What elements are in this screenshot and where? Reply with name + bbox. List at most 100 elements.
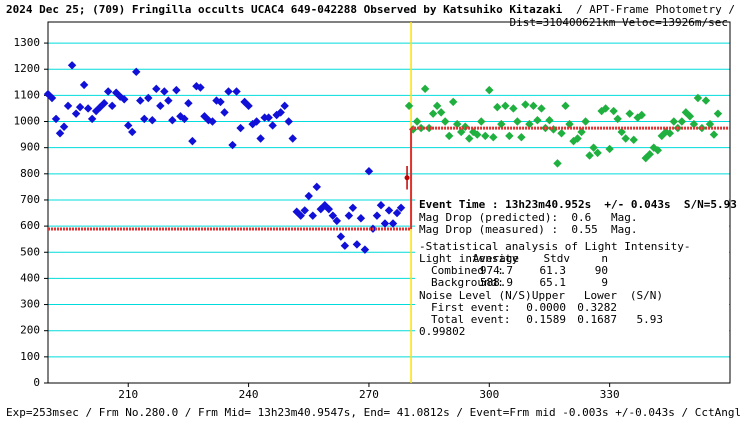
data-point: [324, 204, 334, 214]
data-point: [148, 116, 157, 125]
table-cell: Total event:: [431, 313, 510, 326]
data-point: [224, 87, 233, 96]
data-point: [95, 102, 105, 112]
table-cell: 90: [595, 264, 608, 277]
data-point: [436, 108, 446, 117]
data-point: [481, 131, 490, 141]
mag-drop: Mag Drop (measured) : 0.55 Mag.: [419, 223, 638, 236]
data-point: [140, 114, 149, 124]
x-tick-label: 210: [118, 388, 138, 401]
y-tick-label: 200: [20, 324, 40, 337]
data-point: [308, 211, 317, 220]
data-point: [87, 114, 97, 124]
plot-frame: [47, 21, 731, 384]
data-point: [641, 153, 650, 163]
data-point: [517, 133, 526, 142]
data-point: [296, 211, 305, 220]
data-point: [172, 85, 181, 95]
data-point: [136, 96, 145, 105]
data-point: [344, 211, 354, 220]
data-point: [99, 99, 109, 108]
event-time: Event Time : 13h23m40.952s +/- 0.043s S/…: [419, 198, 737, 211]
x-tick-label: 330: [600, 388, 620, 401]
x-tick-label: 300: [479, 388, 499, 401]
y-tick-label: 1300: [14, 36, 41, 49]
data-point: [489, 133, 498, 142]
data-point: [91, 106, 101, 116]
data-point: [348, 203, 358, 213]
data-point: [505, 131, 514, 141]
data-point: [601, 104, 610, 113]
y-tick-label: 300: [20, 298, 40, 311]
data-point: [276, 108, 285, 117]
data-point: [128, 127, 137, 137]
table-cell: n: [601, 252, 608, 265]
table-cell: 9: [601, 276, 608, 289]
data-point: [360, 245, 370, 254]
data-point: [55, 129, 65, 138]
data-point: [617, 127, 626, 137]
data-point: [509, 104, 518, 113]
data-point: [404, 101, 414, 111]
data-point: [67, 61, 77, 70]
data-point: [244, 101, 253, 111]
data-point: [236, 123, 245, 133]
data-point: [332, 216, 342, 226]
data-point: [103, 87, 113, 96]
data-point: [448, 97, 458, 107]
data-point: [440, 117, 450, 126]
data-point: [529, 101, 538, 111]
chart-title: 2024 Dec 25; (709) Fringilla occults UCA…: [6, 3, 563, 16]
data-point: [561, 101, 570, 111]
data-point: [713, 109, 723, 118]
data-point: [220, 108, 229, 117]
data-point: [428, 109, 438, 118]
data-point: [665, 129, 675, 138]
table-cell: Noise Level (N/S): [419, 289, 532, 302]
y-tick-label: 400: [20, 271, 40, 284]
data-point: [328, 211, 338, 220]
data-point: [581, 117, 590, 126]
data-point: [372, 211, 382, 220]
data-point: [256, 134, 265, 143]
data-point: [59, 122, 69, 131]
table-cell: Lower: [584, 289, 617, 302]
data-point: [457, 127, 466, 137]
data-point: [593, 148, 602, 158]
data-point: [701, 96, 711, 105]
data-point: [709, 130, 719, 139]
data-point: [565, 119, 574, 129]
data-point: [589, 143, 598, 152]
y-tick-label: 900: [20, 141, 40, 154]
table-cell: 974.7: [480, 264, 513, 277]
data-point: [336, 232, 346, 241]
data-point: [392, 208, 402, 218]
table-cell: 0.1589: [526, 313, 566, 326]
data-point: [412, 117, 422, 126]
data-point: [677, 117, 687, 126]
data-point: [264, 113, 273, 122]
data-point: [637, 110, 646, 120]
data-point: [152, 84, 161, 94]
data-point: [228, 140, 237, 150]
data-point: [75, 102, 85, 112]
data-point: [240, 97, 249, 107]
data-point: [685, 112, 695, 121]
data-point: [124, 121, 133, 130]
data-point: [657, 131, 667, 141]
data-point: [380, 219, 390, 228]
data-point: [340, 241, 350, 250]
data-point: [312, 182, 321, 192]
data-point: [304, 191, 313, 201]
data-point: [645, 149, 654, 159]
table-cell: 0.1687: [577, 313, 617, 326]
extra-value: 0.99802: [419, 325, 465, 338]
data-point: [232, 87, 241, 96]
data-point: [621, 134, 630, 143]
data-point: [653, 146, 662, 155]
table-cell: 65.1: [540, 276, 567, 289]
y-tick-label: 1100: [14, 88, 41, 101]
data-point: [43, 89, 53, 99]
data-point: [432, 101, 442, 111]
table-cell: 0.3282: [577, 301, 617, 314]
